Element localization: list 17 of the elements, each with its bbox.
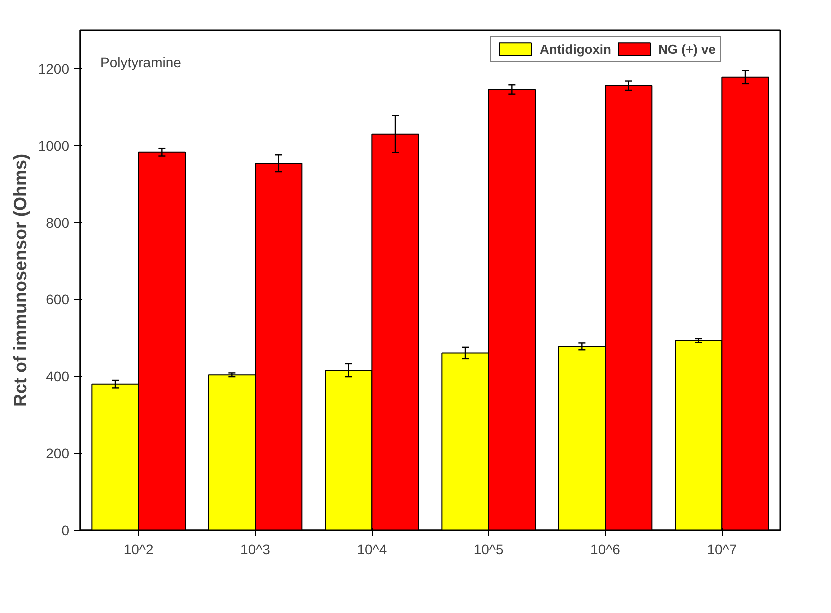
y-tick-label: 600 xyxy=(46,292,70,308)
y-tick-label: 1200 xyxy=(38,60,70,77)
y-axis-title: Rct of immunosensor (Ohms) xyxy=(10,154,30,408)
x-tick-label: 10^5 xyxy=(474,542,504,558)
annotation: Polytyramine xyxy=(100,54,182,70)
x-tick-label: 10^4 xyxy=(357,542,388,558)
y-tick-label: 1000 xyxy=(38,138,70,154)
x-tick-label: 10^7 xyxy=(707,542,738,558)
x-tick-label: 10^3 xyxy=(240,542,271,558)
x-tick-label: 10^2 xyxy=(124,542,154,558)
y-tick-label: 0 xyxy=(62,522,70,538)
legend-label: Antidigoxin xyxy=(540,42,612,56)
y-tick-label: 200 xyxy=(46,446,70,462)
x-tick-label: 10^6 xyxy=(590,542,621,558)
y-tick-label: 400 xyxy=(46,368,70,385)
y-tick-label: 800 xyxy=(46,214,70,231)
legend-label: NG (+) ve xyxy=(658,42,716,56)
